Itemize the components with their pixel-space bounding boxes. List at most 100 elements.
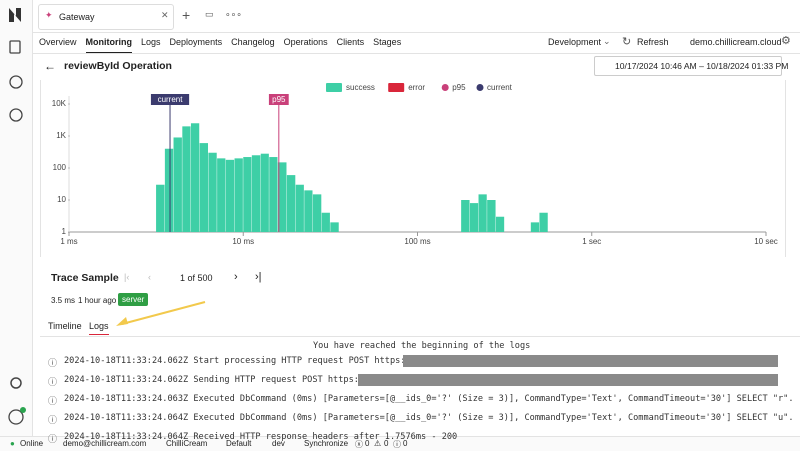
legend-label: p95 [452, 83, 466, 92]
last-page[interactable]: ›| [255, 271, 262, 283]
log-line: 2024-10-18T11:33:24.064Z Executed DbComm… [64, 413, 794, 423]
more[interactable]: ∘∘∘ [225, 9, 242, 19]
first-page[interactable]: |‹ [124, 272, 130, 282]
bar [243, 157, 252, 232]
bar [461, 200, 470, 232]
y-tick-label: 1K [56, 131, 66, 140]
marker-label: p95 [272, 95, 286, 104]
date-range[interactable]: 10/17/2024 10:46 AM – 10/18/2024 01:33 P… [594, 56, 788, 76]
log-icon: ⓘ [48, 434, 58, 444]
nav-item[interactable]: Clients [336, 37, 365, 47]
x-tick-label: 1 ms [60, 237, 77, 246]
status-bar: ● Online demo@chillicream.com ChilliCrea… [0, 436, 800, 451]
bar [199, 143, 209, 232]
bar [495, 216, 505, 232]
host: demo.chillicream.cloud [690, 37, 782, 47]
bar [330, 222, 339, 232]
status-env: dev [272, 439, 285, 448]
refresh[interactable]: Refresh [637, 37, 669, 47]
bar [156, 184, 165, 232]
time: 1 hour ago [78, 296, 117, 305]
log-icon: ⓘ [48, 415, 58, 425]
bar [469, 203, 479, 232]
status-warnings: 0 [384, 439, 389, 448]
bar [286, 175, 296, 232]
bar [312, 194, 322, 232]
status-org: ChilliCream [166, 439, 208, 448]
annotation-arrow [116, 301, 206, 326]
bar [217, 158, 226, 232]
tab[interactable]: Gateway ✦ ✕ [38, 4, 174, 30]
chart: 1 10 100 1K 10K 1 ms 10 ms 100 ms 1 sec 10 sec cur… [52, 83, 778, 246]
tab-title: Gateway [59, 12, 95, 22]
legend-swatch [476, 84, 484, 91]
status-sync[interactable]: Synchronize [304, 439, 349, 448]
trace-tab[interactable]: Logs [89, 321, 109, 335]
redacted [403, 355, 778, 367]
y-tick-label: 10 [57, 195, 66, 204]
y-tick-label: 100 [53, 163, 67, 172]
bar [190, 123, 200, 232]
legend-swatch [388, 83, 405, 92]
log-line: 2024-10-18T11:33:24.062Z Start processin… [64, 356, 416, 366]
marker-label: current [158, 95, 184, 104]
sidebar-icons [8, 8, 26, 425]
settings[interactable]: ⚙ [781, 35, 791, 47]
nav: Overview Monitoring Logs Deployments Changel… [39, 37, 401, 53]
next-page[interactable]: › [234, 271, 238, 283]
marker-label-bg [268, 94, 289, 105]
save[interactable]: ▭ [205, 9, 214, 19]
y-tick-label: 1 [62, 227, 67, 236]
logs-panel [40, 336, 800, 437]
nav-item[interactable]: Logs [141, 37, 161, 47]
nav-border [33, 53, 800, 54]
bar [208, 152, 217, 232]
redacted [358, 374, 778, 386]
env-caret: ⌄ [603, 36, 611, 46]
date-range-text: 10/17/2024 10:46 AM – 10/18/2024 01:33 P… [615, 61, 789, 71]
bar [225, 159, 235, 232]
nav-item[interactable]: Changelog [231, 37, 275, 47]
badge: server [118, 293, 149, 306]
y-tick-label: 10K [52, 99, 67, 108]
nav-item[interactable]: Operations [283, 37, 328, 47]
bar [182, 126, 191, 232]
marker-label-bg [150, 94, 190, 105]
bar [277, 162, 287, 232]
refresh-icon: ↻ [622, 36, 632, 48]
bar [539, 212, 548, 232]
nav-item[interactable]: Overview [39, 37, 77, 47]
nav-item[interactable]: Stages [373, 37, 402, 47]
trace-title: Trace Sample [51, 272, 119, 284]
bar [478, 194, 487, 232]
prev-page[interactable]: ‹ [148, 272, 151, 282]
nav-item[interactable]: Deployments [169, 37, 223, 47]
log-icon: ⓘ [48, 358, 58, 368]
bar [321, 212, 330, 232]
bar [173, 137, 182, 232]
x-tick-label: 10 ms [232, 237, 254, 246]
log-icon: ⓘ [48, 396, 58, 406]
bar [295, 184, 304, 232]
log-line: 2024-10-18T11:33:24.062Z Sending HTTP re… [64, 375, 370, 385]
page-title: reviewById Operation [64, 60, 172, 72]
new-tab[interactable]: + [182, 7, 191, 23]
environment[interactable]: Development [548, 37, 602, 47]
status-online: Online [20, 439, 44, 448]
tab-bar [33, 0, 800, 33]
status-user: demo@chillicream.com [63, 439, 147, 448]
nav-item[interactable]: Monitoring [85, 37, 133, 53]
bar [487, 200, 496, 232]
trace-tab[interactable]: Timeline [48, 321, 82, 331]
status-errors: 0 [365, 439, 370, 448]
log-line: 2024-10-18T11:33:24.063Z Executed DbComm… [64, 394, 794, 404]
legend-label: success [346, 83, 375, 92]
sidebar [0, 0, 33, 436]
x-tick-label: 100 ms [404, 237, 430, 246]
back[interactable]: ← [44, 59, 56, 73]
status-info: 0 [403, 439, 408, 448]
bar [269, 157, 278, 232]
legend-label: current [487, 83, 513, 92]
chart-panel [40, 80, 786, 257]
